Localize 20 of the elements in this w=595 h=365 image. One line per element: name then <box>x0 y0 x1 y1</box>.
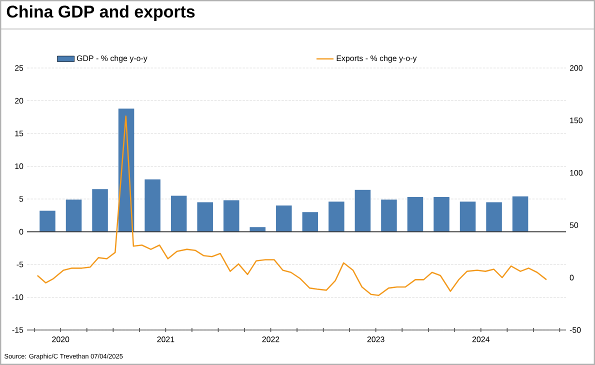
bar <box>460 202 476 232</box>
bar <box>407 197 424 232</box>
bar <box>328 202 344 232</box>
bar <box>302 212 318 232</box>
bar <box>92 189 108 232</box>
line-series <box>36 116 548 296</box>
bar <box>170 196 187 232</box>
bar <box>354 190 371 232</box>
chart-title: China GDP and exports <box>6 5 195 21</box>
bar <box>197 202 213 232</box>
bar <box>40 210 56 232</box>
bar <box>381 200 397 232</box>
bar <box>144 179 160 232</box>
bar <box>66 200 82 232</box>
bar <box>276 206 292 232</box>
bar <box>250 227 266 232</box>
bar <box>512 196 528 232</box>
bar <box>223 200 240 232</box>
bar <box>486 202 502 232</box>
bar <box>434 197 450 232</box>
